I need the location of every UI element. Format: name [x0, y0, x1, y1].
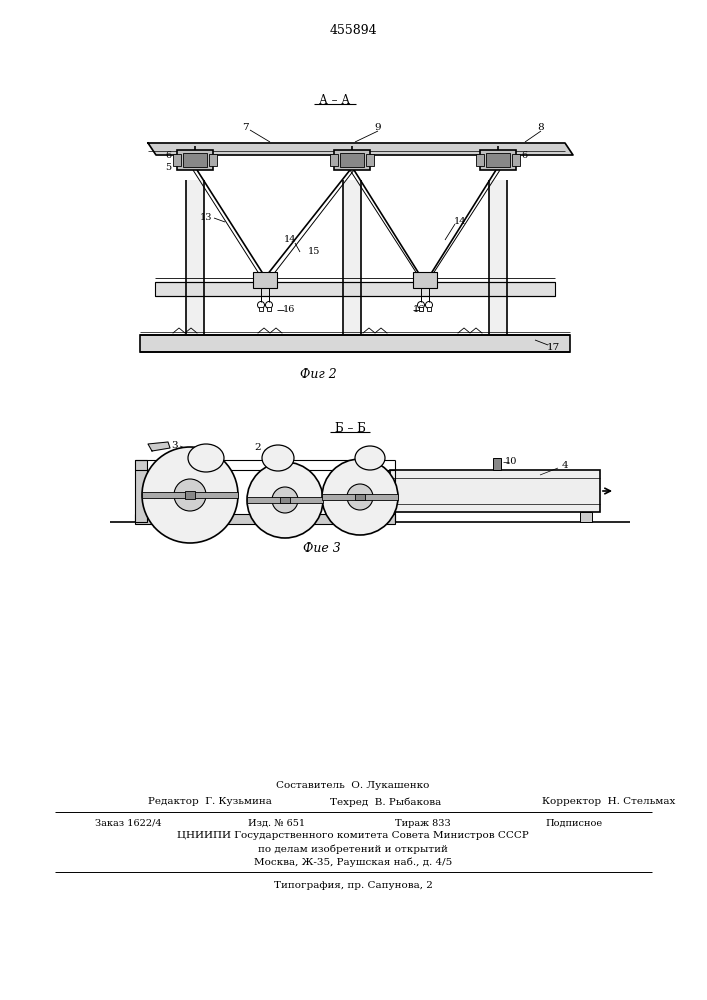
Text: 6: 6	[165, 150, 171, 159]
Text: Фиг 2: Фиг 2	[300, 368, 337, 381]
Text: 3: 3	[172, 440, 178, 450]
Bar	[177, 150, 213, 170]
Bar	[330, 154, 338, 166]
Text: Б – Б: Б – Б	[334, 422, 366, 434]
Bar	[355, 494, 365, 500]
Ellipse shape	[188, 444, 224, 472]
Bar	[253, 272, 277, 288]
Bar	[259, 307, 263, 311]
Text: ЦНИИПИ Государственного комитета Совета Министров СССР: ЦНИИПИ Государственного комитета Совета …	[177, 832, 529, 840]
Bar	[334, 150, 370, 170]
Bar	[135, 460, 147, 522]
Bar	[427, 307, 431, 311]
Bar	[267, 307, 271, 311]
Text: 5: 5	[335, 163, 341, 172]
Bar	[140, 335, 570, 352]
Bar	[135, 514, 395, 524]
Text: 1: 1	[151, 520, 158, 530]
Text: Техред  В. Рыбакова: Техред В. Рыбакова	[330, 797, 441, 807]
Text: 7: 7	[242, 122, 248, 131]
Text: 6: 6	[521, 150, 527, 159]
Bar	[322, 494, 398, 500]
Bar	[489, 180, 507, 335]
Bar	[183, 153, 207, 167]
Bar	[185, 491, 195, 499]
Circle shape	[272, 487, 298, 513]
Text: Москва, Ж-35, Раушская наб., д. 4/5: Москва, Ж-35, Раушская наб., д. 4/5	[254, 857, 452, 867]
Bar	[343, 180, 361, 335]
Circle shape	[347, 484, 373, 510]
Text: Фие 3: Фие 3	[303, 542, 341, 554]
Text: 9: 9	[375, 122, 381, 131]
Bar	[419, 307, 423, 311]
Text: А – А: А – А	[320, 94, 351, 106]
Text: 13: 13	[200, 214, 213, 223]
Bar	[580, 512, 592, 522]
Text: 8: 8	[538, 123, 544, 132]
Bar	[512, 154, 520, 166]
Polygon shape	[148, 143, 573, 155]
Bar	[493, 458, 501, 470]
Text: Типография, пр. Сапунова, 2: Типография, пр. Сапунова, 2	[274, 880, 433, 890]
Bar	[280, 497, 290, 503]
Bar	[366, 154, 374, 166]
Bar	[209, 154, 217, 166]
Bar	[413, 272, 437, 288]
Bar	[480, 150, 516, 170]
Text: Составитель  О. Лукашенко: Составитель О. Лукашенко	[276, 780, 430, 790]
Ellipse shape	[355, 446, 385, 470]
Circle shape	[247, 462, 323, 538]
Text: A: A	[282, 495, 288, 504]
Bar	[476, 154, 484, 166]
Circle shape	[174, 479, 206, 511]
Ellipse shape	[262, 445, 294, 471]
Text: 15: 15	[308, 247, 320, 256]
Bar	[340, 153, 364, 167]
Text: 2: 2	[255, 444, 262, 452]
Text: 14: 14	[454, 218, 466, 227]
Bar	[390, 470, 600, 512]
Text: Тираж 833: Тираж 833	[395, 818, 451, 828]
Text: 17: 17	[547, 342, 560, 352]
Text: Корректор  Н. Стельмах: Корректор Н. Стельмах	[542, 798, 675, 806]
Bar	[155, 282, 555, 296]
Text: 16: 16	[283, 306, 296, 314]
Circle shape	[322, 459, 398, 535]
Text: 16: 16	[413, 306, 426, 314]
Bar	[486, 153, 510, 167]
Polygon shape	[148, 442, 170, 451]
Bar	[247, 497, 323, 503]
Text: Подписное: Подписное	[545, 818, 602, 828]
Text: 5: 5	[165, 162, 171, 172]
Bar	[142, 492, 238, 498]
Text: 455894: 455894	[329, 23, 377, 36]
Text: 4: 4	[561, 462, 568, 471]
Bar	[173, 154, 181, 166]
Text: 10: 10	[505, 458, 518, 466]
Text: по делам изобретений и открытий: по делам изобретений и открытий	[258, 844, 448, 854]
Text: Изд. № 651: Изд. № 651	[248, 818, 305, 828]
Text: Заказ 1622/4: Заказ 1622/4	[95, 818, 162, 828]
Circle shape	[142, 447, 238, 543]
Bar	[186, 180, 204, 335]
Text: Редактор  Г. Кузьмина: Редактор Г. Кузьмина	[148, 798, 272, 806]
Text: 14: 14	[284, 235, 296, 244]
